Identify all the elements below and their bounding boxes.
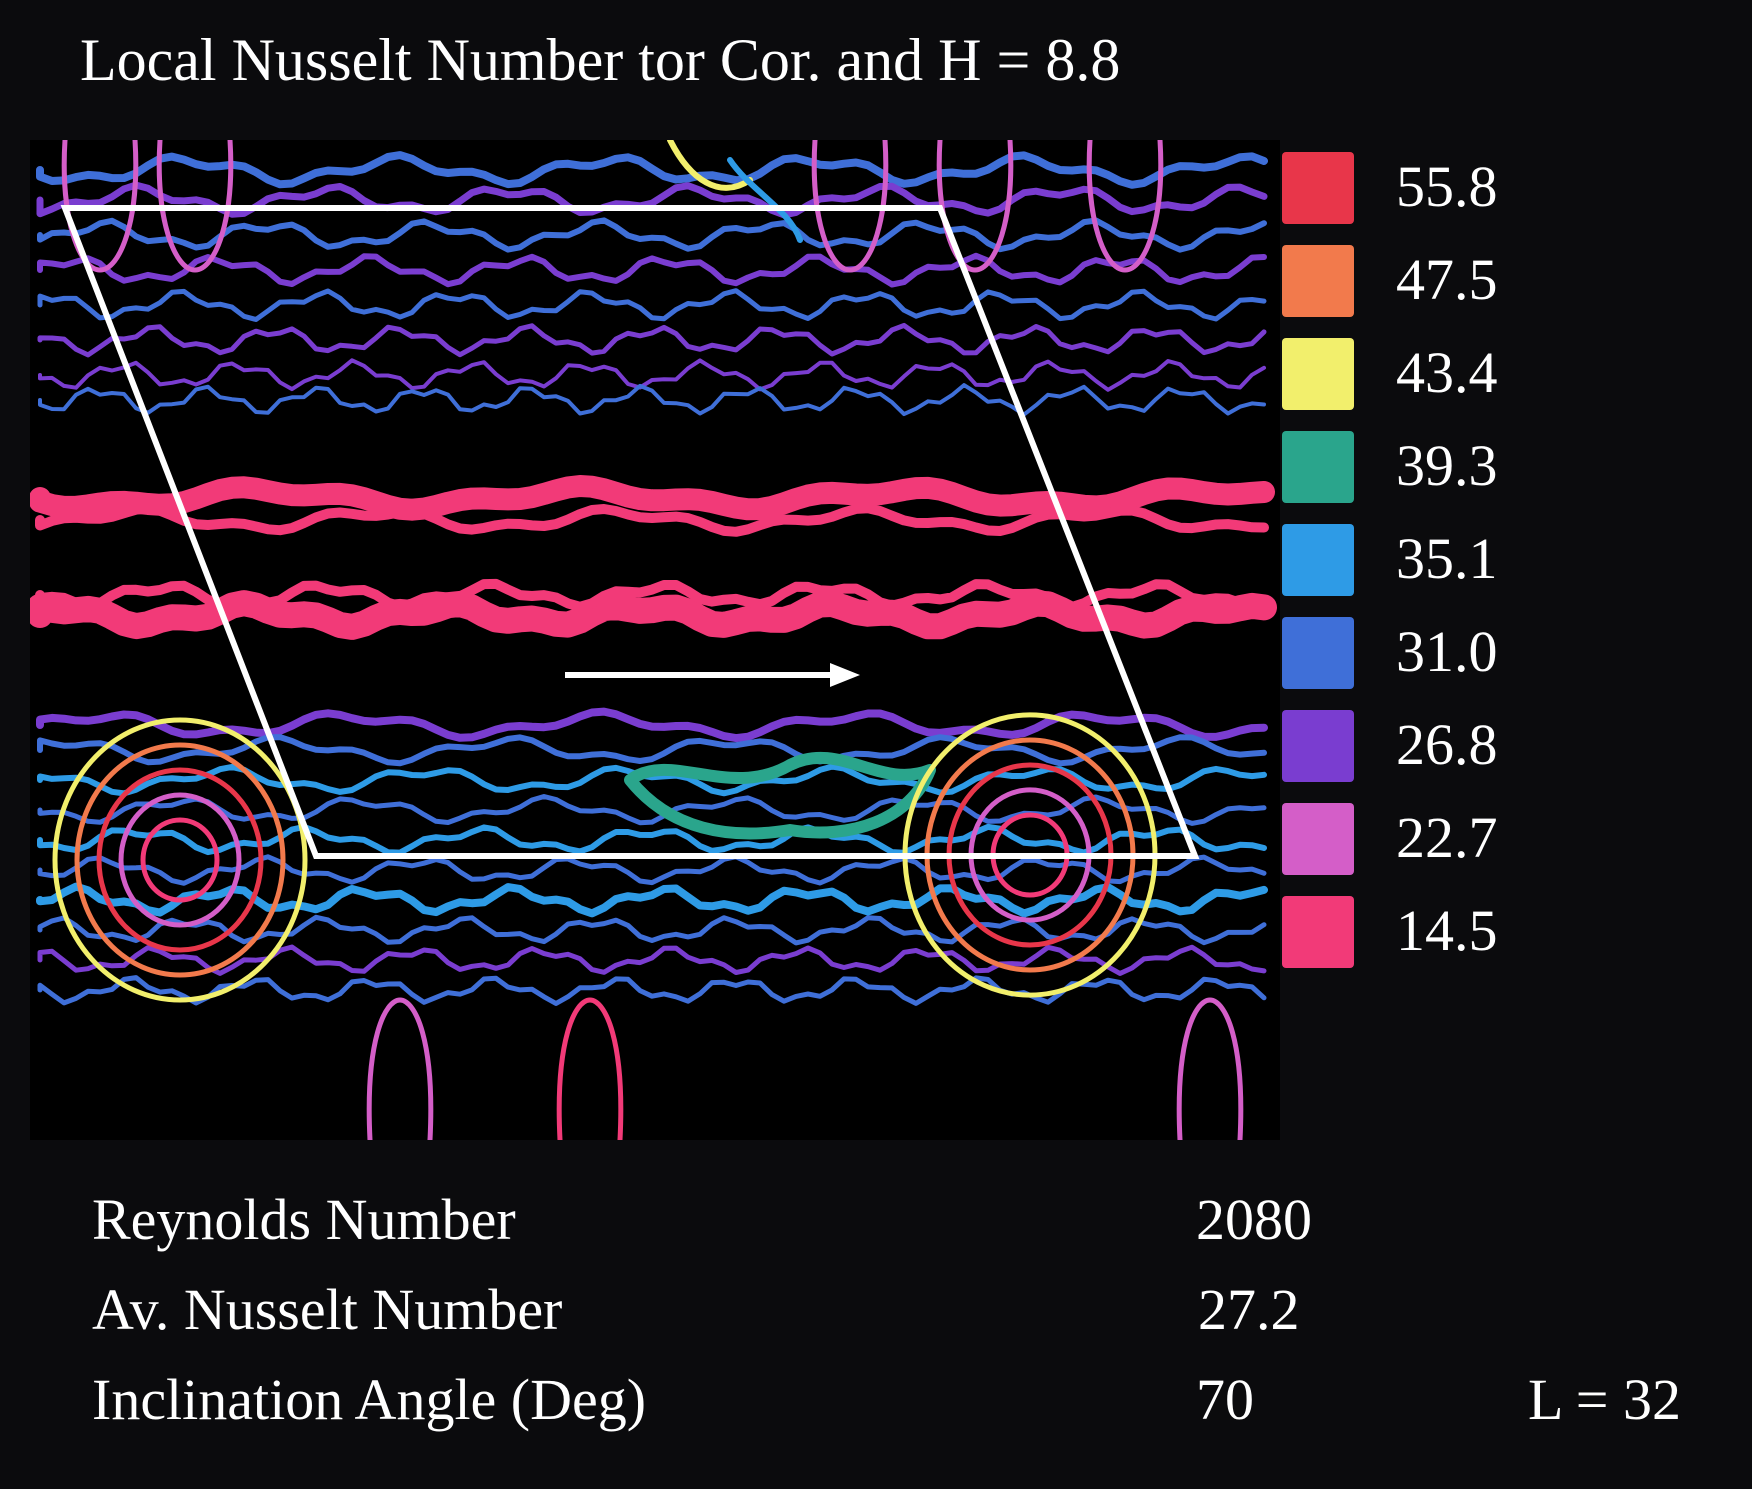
contour-line bbox=[811, 140, 889, 273]
contour-line bbox=[37, 794, 1267, 826]
legend-swatch bbox=[1282, 338, 1354, 410]
contour-ring bbox=[52, 717, 308, 1003]
legend-swatch bbox=[1282, 524, 1354, 596]
legend-label: 43.4 bbox=[1396, 340, 1498, 405]
flow-arrow bbox=[565, 663, 860, 687]
legend-swatch bbox=[1282, 710, 1354, 782]
inclination-value: 70 bbox=[1196, 1367, 1254, 1432]
contour-ring bbox=[118, 792, 242, 928]
legend-label: 14.5 bbox=[1396, 898, 1498, 963]
contour-line bbox=[366, 997, 434, 1140]
contour-ring bbox=[96, 767, 264, 953]
contour-line bbox=[37, 854, 1267, 886]
legend-swatch bbox=[1282, 617, 1354, 689]
contour-line bbox=[38, 383, 1266, 417]
nusselt-value: 27.2 bbox=[1198, 1277, 1300, 1342]
legend-swatch bbox=[1282, 152, 1354, 224]
contour-line bbox=[37, 823, 1267, 856]
contour-line bbox=[37, 217, 1267, 253]
inclination-label: Inclination Angle (Deg) bbox=[92, 1367, 647, 1432]
contour-line bbox=[727, 157, 803, 243]
contour-plot bbox=[30, 140, 1280, 1140]
channel-outline bbox=[60, 205, 1200, 859]
contour-ring bbox=[74, 742, 286, 978]
legend-swatch bbox=[1282, 803, 1354, 875]
l-value: L = 32 bbox=[1528, 1367, 1681, 1432]
legend-item: 39.3 bbox=[1282, 431, 1562, 503]
contour-line bbox=[37, 252, 1267, 288]
contour-line bbox=[36, 181, 1268, 219]
contour-line bbox=[37, 734, 1267, 767]
legend-label: 22.7 bbox=[1396, 805, 1498, 870]
legend-item: 43.4 bbox=[1282, 338, 1562, 410]
legend-item: 35.1 bbox=[1282, 524, 1562, 596]
chart-title: Local Nusselt Number tor Cor. and H = 8.… bbox=[80, 27, 1121, 93]
reynolds-value: 2080 bbox=[1196, 1187, 1312, 1252]
contour-line bbox=[37, 944, 1267, 976]
contour-line bbox=[156, 140, 234, 273]
legend-swatch bbox=[1282, 245, 1354, 317]
contour-lines bbox=[30, 140, 1277, 1140]
contour-line bbox=[1086, 140, 1164, 273]
contour-line bbox=[667, 140, 753, 191]
legend-item: 22.7 bbox=[1282, 803, 1562, 875]
legend-label: 55.8 bbox=[1396, 154, 1498, 219]
legend-swatch bbox=[1282, 896, 1354, 968]
legend-swatch bbox=[1282, 431, 1354, 503]
contour-line bbox=[35, 578, 1269, 612]
legend-label: 47.5 bbox=[1396, 247, 1498, 312]
legend-label: 39.3 bbox=[1396, 433, 1498, 498]
legend-label: 26.8 bbox=[1396, 712, 1498, 777]
legend-label: 31.0 bbox=[1396, 619, 1498, 684]
legend-item: 14.5 bbox=[1282, 896, 1562, 968]
contour-line bbox=[61, 140, 139, 273]
legend-label: 35.1 bbox=[1396, 526, 1498, 591]
contour-ring bbox=[140, 817, 220, 903]
contour-line bbox=[936, 140, 1014, 273]
color-legend: 55.8 47.5 43.4 39.3 35.1 31.0 26.8 22.7 14.5 bbox=[1282, 152, 1562, 972]
nusselt-label: Av. Nusselt Number bbox=[92, 1277, 563, 1342]
legend-item: 55.8 bbox=[1282, 152, 1562, 224]
contour-line bbox=[38, 358, 1266, 392]
reynolds-label: Reynolds Number bbox=[92, 1187, 516, 1252]
contour-line bbox=[37, 288, 1267, 322]
legend-item: 31.0 bbox=[1282, 617, 1562, 689]
plot-background bbox=[30, 140, 1280, 1140]
contour-line bbox=[556, 997, 624, 1140]
legend-item: 26.8 bbox=[1282, 710, 1562, 782]
contour-line bbox=[37, 322, 1267, 358]
legend-item: 47.5 bbox=[1282, 245, 1562, 317]
contour-line bbox=[1176, 997, 1244, 1140]
contour-line bbox=[36, 151, 1268, 189]
